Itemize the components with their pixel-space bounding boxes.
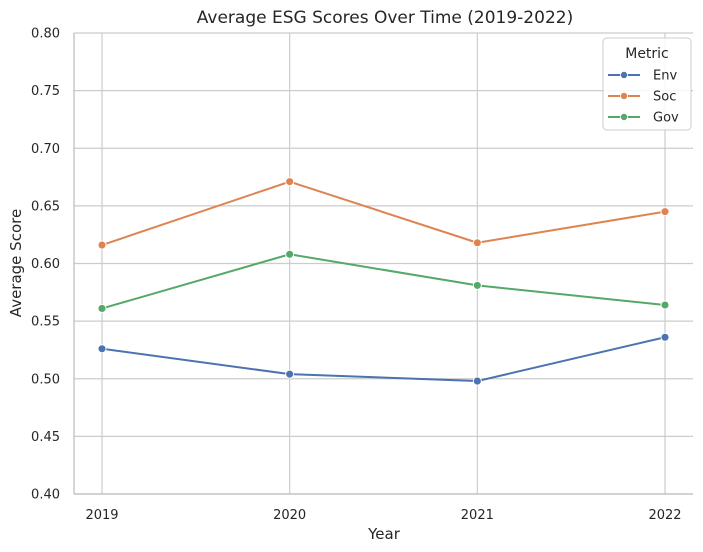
series-lines	[97, 177, 670, 386]
legend-label-soc: Soc	[653, 90, 676, 105]
data-point-gov	[660, 300, 670, 310]
series-line-gov	[101, 253, 666, 310]
series-line-soc	[101, 180, 666, 247]
legend-box	[602, 37, 692, 131]
data-point-env	[285, 369, 295, 379]
data-point-gov	[97, 303, 107, 313]
x-axis-ticks: 2019 2020 2021 2022	[85, 508, 681, 523]
x-tick-label: 2019	[85, 508, 118, 523]
legend-label-gov: Gov	[653, 111, 679, 126]
legend-item-env: Env	[608, 69, 677, 84]
x-tick-label: 2021	[461, 508, 494, 523]
legend-label-env: Env	[653, 69, 677, 84]
chart-title: Average ESG Scores Over Time (2019-2022)	[197, 8, 573, 28]
y-tick-label: 0.60	[31, 257, 60, 272]
legend-item-soc: Soc	[608, 90, 676, 105]
data-point-env	[97, 344, 107, 354]
y-tick-label: 0.50	[31, 372, 60, 387]
y-tick-label: 0.75	[31, 84, 60, 99]
legend-title: Metric	[625, 46, 669, 62]
legend: Metric Env Soc Gov	[602, 37, 692, 131]
data-point-env	[660, 332, 670, 342]
series-env	[97, 332, 670, 386]
y-tick-label: 0.45	[31, 430, 60, 445]
legend-marker-soc	[620, 92, 629, 101]
y-tick-label: 0.80	[31, 27, 60, 42]
series-line-env	[101, 336, 666, 383]
y-axis-label: Average Score	[7, 209, 25, 317]
legend-items: Env Soc Gov	[608, 69, 679, 126]
x-tick-label: 2020	[273, 508, 306, 523]
y-tick-label: 0.40	[31, 488, 60, 503]
y-axis-ticks: 0.40 0.45 0.50 0.55 0.60 0.65 0.70 0.75 0.80	[31, 27, 60, 503]
x-axis-label: Year	[367, 525, 401, 543]
legend-marker-gov	[620, 113, 629, 122]
data-point-soc	[660, 207, 670, 217]
x-tick-label: 2022	[648, 508, 681, 523]
series-gov	[97, 249, 670, 313]
data-point-gov	[285, 249, 295, 259]
legend-item-gov: Gov	[608, 111, 679, 126]
y-tick-label: 0.70	[31, 142, 60, 157]
series-soc	[97, 177, 670, 250]
data-point-soc	[285, 177, 295, 187]
grid	[74, 32, 693, 495]
data-point-soc	[97, 240, 107, 250]
legend-marker-env	[620, 71, 629, 80]
data-point-gov	[472, 280, 482, 290]
data-point-env	[472, 376, 482, 386]
data-point-soc	[472, 238, 482, 248]
y-tick-label: 0.65	[31, 199, 60, 214]
y-tick-label: 0.55	[31, 315, 60, 330]
axes-spines	[73, 33, 693, 495]
